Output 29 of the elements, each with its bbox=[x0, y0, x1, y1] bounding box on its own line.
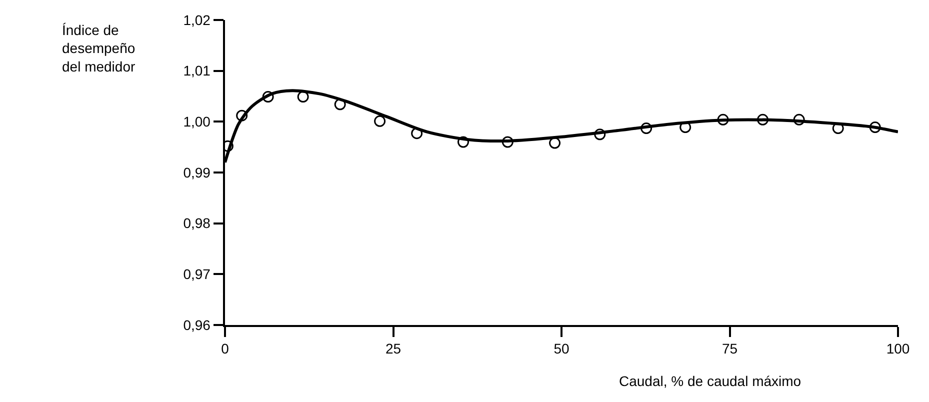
y-tick-label: 1,01 bbox=[183, 62, 211, 79]
point bbox=[549, 137, 561, 149]
point bbox=[262, 91, 274, 103]
point bbox=[374, 115, 386, 127]
point bbox=[756, 114, 768, 126]
point bbox=[502, 136, 514, 148]
point bbox=[869, 122, 881, 134]
point bbox=[793, 114, 805, 126]
y-tick-label: 0,96 bbox=[183, 316, 211, 333]
point bbox=[297, 91, 309, 103]
point bbox=[411, 128, 423, 140]
x-tick-label: 50 bbox=[554, 340, 570, 357]
y-tick-label: 1,00 bbox=[183, 114, 211, 130]
y-tick-label: 0,98 bbox=[183, 215, 211, 232]
y-tick-label: 0,97 bbox=[183, 266, 211, 282]
point bbox=[334, 98, 346, 110]
x-axis-title: Caudal, % de caudal máximo bbox=[619, 373, 802, 389]
point bbox=[457, 136, 469, 148]
point bbox=[640, 122, 652, 134]
y-axis-title: Índice de desempeño del medidor bbox=[62, 22, 136, 74]
x-tick-label: 100 bbox=[886, 340, 910, 357]
y-tick-label: 0,99 bbox=[183, 164, 211, 180]
x-tick-label: 25 bbox=[385, 340, 402, 357]
y-tick-label: 1,02 bbox=[183, 12, 211, 28]
x-tick-label: 75 bbox=[722, 340, 738, 357]
x-tick-label: 0 bbox=[221, 340, 230, 357]
point bbox=[717, 114, 729, 126]
point bbox=[236, 110, 248, 122]
point bbox=[594, 128, 606, 140]
